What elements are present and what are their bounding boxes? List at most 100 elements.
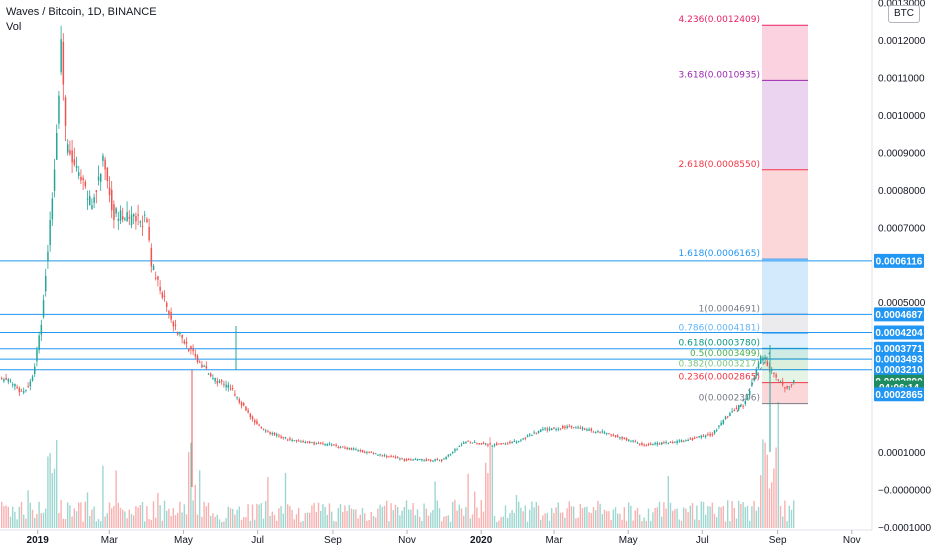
volume-bar — [687, 512, 689, 528]
candle-body — [487, 444, 489, 446]
volume-bar — [601, 514, 603, 528]
volume-bar — [749, 520, 751, 528]
volume-bar — [150, 520, 152, 528]
volume-bar — [348, 505, 350, 528]
volume-bar — [427, 515, 430, 528]
volume-bar — [364, 513, 366, 528]
fib-zone — [762, 348, 808, 359]
candle-body — [218, 380, 221, 383]
candle-body — [137, 214, 139, 216]
volume-bar — [168, 508, 170, 528]
candle-body — [720, 422, 722, 426]
candle-body — [513, 440, 516, 442]
candle-body — [36, 349, 38, 362]
volume-bar — [238, 506, 240, 528]
volume-bar — [529, 509, 531, 528]
candle-body — [647, 443, 650, 445]
candle-body — [438, 460, 441, 462]
volume-bar — [14, 511, 16, 528]
volume-bar — [295, 514, 298, 528]
candle-body — [698, 435, 700, 437]
candle-body — [544, 428, 546, 430]
candle-body — [478, 443, 480, 445]
volume-bar — [740, 504, 742, 528]
candle-body — [117, 218, 120, 221]
volume-bar — [152, 501, 155, 528]
price-tick-label: 0.0001000 — [878, 448, 926, 459]
candle-body — [298, 440, 300, 442]
candle-body — [194, 354, 197, 357]
volume-bar — [570, 506, 573, 528]
candle-body — [700, 435, 703, 438]
volume-bar — [115, 470, 117, 528]
volume-bar — [333, 521, 335, 528]
candle-body — [641, 442, 643, 445]
candle-body — [390, 455, 392, 458]
candle-body — [227, 384, 230, 388]
candle-body — [348, 448, 351, 450]
volume-bar — [788, 505, 790, 528]
volume-bar — [260, 503, 262, 528]
candle-body — [447, 454, 450, 457]
currency-badge[interactable]: BTC — [888, 5, 920, 23]
candle-body — [410, 459, 412, 461]
volume-bar — [302, 521, 304, 528]
candle-body — [606, 432, 608, 434]
candle-body — [423, 459, 425, 461]
volume-bar — [280, 506, 282, 528]
candle-body — [7, 379, 10, 382]
volume-bar — [520, 507, 522, 528]
candle-body — [133, 214, 135, 217]
volume-bar — [128, 509, 130, 528]
volume-bar — [652, 512, 654, 528]
volume-bar — [553, 513, 555, 528]
candle-body — [751, 382, 753, 386]
volume-bar — [405, 500, 408, 528]
volume-bar — [210, 516, 212, 528]
candle-body — [427, 459, 430, 461]
candle-body — [326, 443, 329, 446]
volume-bar — [496, 522, 498, 528]
volume-bar — [73, 508, 75, 528]
volume-bar — [667, 475, 669, 528]
time-tick-label: May — [174, 535, 193, 546]
fib-zone — [762, 80, 808, 170]
volume-bar — [29, 502, 31, 528]
candle-body — [190, 346, 192, 350]
fib-level-label: 0.5(0.0003499) — [690, 349, 760, 359]
volume-bar — [256, 503, 258, 528]
volume-bar — [522, 511, 524, 528]
volume-bar — [111, 508, 113, 528]
candle-body — [742, 405, 744, 407]
volume-bar — [185, 514, 188, 528]
candle-body — [128, 217, 131, 219]
fib-zone — [762, 358, 808, 370]
candle-body — [144, 214, 146, 216]
candle-body — [205, 366, 208, 369]
candle-body — [601, 431, 604, 433]
candle-body — [480, 443, 483, 445]
volume-bar — [645, 521, 647, 528]
volume-bar — [599, 503, 601, 528]
volume-bar — [511, 509, 513, 528]
volume-bar — [467, 473, 469, 528]
volume-bar — [392, 510, 394, 528]
fib-zone — [762, 333, 808, 349]
volume-bar — [372, 516, 375, 528]
volume-bar — [80, 502, 82, 528]
candle-body — [663, 442, 665, 444]
volume-bar — [227, 506, 229, 528]
time-tick-label: Jul — [696, 535, 709, 546]
volume-bar — [106, 513, 108, 528]
candle-body — [581, 427, 584, 430]
candle-body — [161, 292, 164, 298]
volume-bar — [764, 442, 766, 528]
candle-body — [280, 436, 282, 438]
volume-bar — [482, 511, 485, 528]
candlesticks — [1, 25, 795, 487]
candle-body — [597, 431, 599, 433]
candle-body — [357, 449, 359, 451]
volume-bar — [174, 515, 177, 528]
candle-body — [203, 365, 205, 367]
